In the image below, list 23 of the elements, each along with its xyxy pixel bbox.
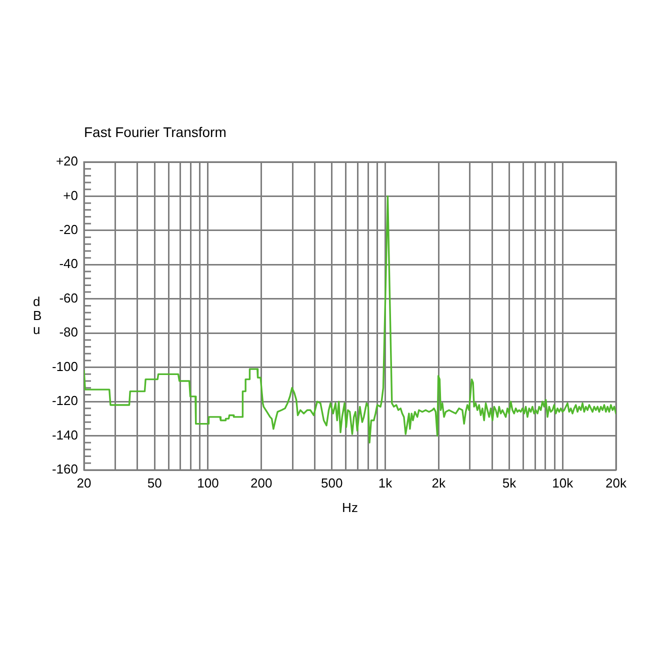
y-tick-label: -100 [52,358,78,374]
y-tick-label: +0 [63,188,78,203]
y-tick-label: -20 [59,222,78,238]
x-tick-label: 5k [502,475,517,490]
x-tick-label: 1k [378,475,393,490]
y-tick-label: -140 [52,427,78,442]
x-tick-label: 20 [76,475,92,490]
y-axis-title: dBu [33,294,42,337]
y-tick-label: -60 [59,290,78,306]
y-tick-label: -120 [52,393,78,408]
x-tick-label: 50 [147,475,162,490]
x-tick-label: 20k [606,475,627,490]
y-tick-label: -160 [52,462,78,477]
x-tick-label: 100 [197,475,219,490]
y-tick-label: -80 [59,324,78,340]
x-tick-label: 10k [552,475,574,490]
x-tick-label: 500 [321,475,343,490]
x-tick-label: 200 [250,475,272,490]
x-axis-title: Hz [342,500,358,515]
y-tick-label: +20 [56,154,78,169]
x-tick-label: 2k [432,475,446,490]
y-tick-label: -40 [59,256,78,272]
chart-title: Fast Fourier Transform [84,124,226,140]
